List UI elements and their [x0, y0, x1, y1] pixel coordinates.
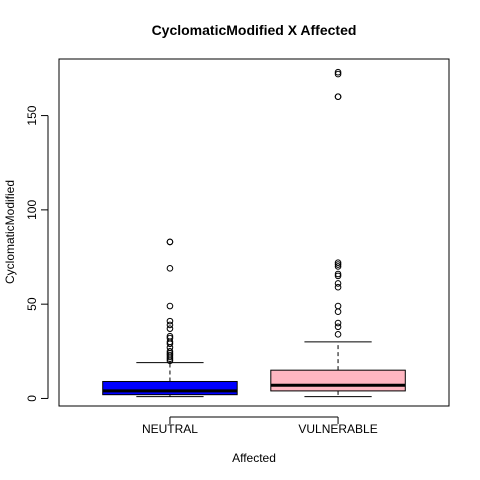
- x-tick-label: VULNERABLE: [298, 422, 377, 436]
- outlier-point: [334, 259, 342, 266]
- y-tick-label: 100: [25, 200, 39, 220]
- outlier-point: [334, 261, 342, 268]
- y-tick-label: 0: [25, 395, 39, 402]
- outlier-point: [166, 302, 174, 310]
- outlier-point: [334, 270, 342, 278]
- outlier-point: [334, 70, 342, 78]
- x-tick-label: NEUTRAL: [142, 422, 198, 436]
- y-tick-label: 150: [25, 105, 39, 125]
- y-axis: 0 50 100 150: [25, 105, 49, 402]
- outlier-point: [334, 283, 342, 291]
- outlier-point: [166, 265, 174, 272]
- outlier-point: [166, 325, 174, 332]
- outlier-point: [334, 272, 342, 280]
- outlier-point: [334, 308, 342, 316]
- outlier-point: [334, 302, 342, 310]
- plot-frame: [58, 58, 450, 407]
- box-group-vulnerable: [270, 68, 406, 398]
- chart-title: CyclomaticModified X Affected: [152, 22, 357, 38]
- outlier-point: [334, 323, 342, 331]
- y-tick-label: 50: [25, 297, 39, 311]
- outlier-point: [334, 263, 342, 270]
- x-axis: NEUTRAL VULNERABLE: [142, 416, 378, 436]
- outlier-point: [334, 68, 342, 76]
- outlier-point: [166, 321, 174, 329]
- box-group-neutral: [102, 238, 238, 398]
- outlier-point: [166, 317, 174, 325]
- outlier-point: [166, 348, 174, 355]
- iqr-box: [270, 369, 406, 392]
- outlier-point: [334, 280, 342, 287]
- outlier-point: [166, 238, 174, 246]
- outlier-point: [334, 319, 342, 327]
- outlier-point: [334, 331, 342, 338]
- outlier-point: [334, 93, 342, 101]
- outlier-point: [166, 334, 174, 342]
- x-axis-label: Affected: [232, 451, 276, 465]
- iqr-box: [102, 380, 238, 396]
- outlier-point: [166, 332, 174, 340]
- boxes-layer: [102, 68, 406, 398]
- outlier-point: [166, 351, 174, 359]
- y-axis-label: CyclomaticModified: [3, 180, 17, 284]
